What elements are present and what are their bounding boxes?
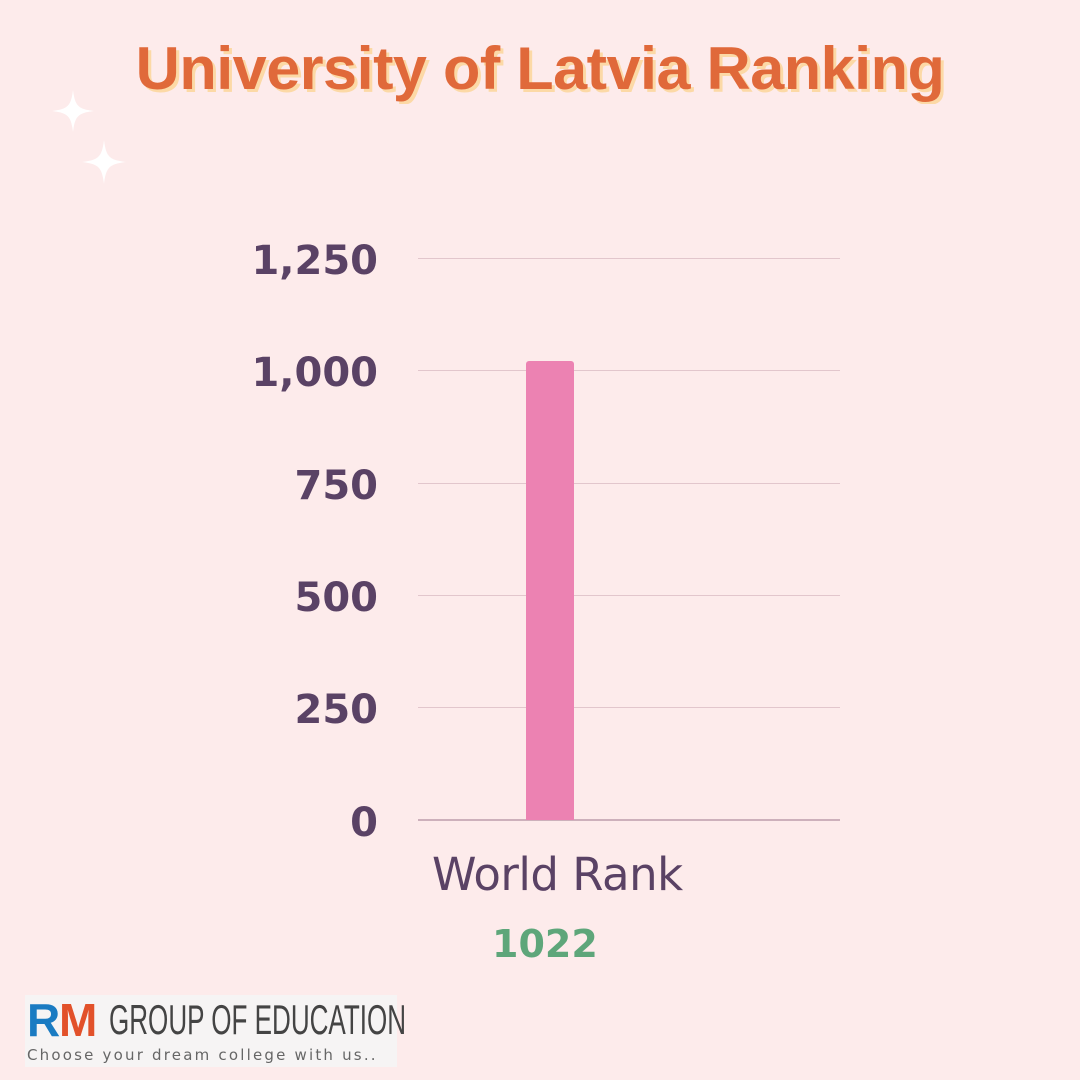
logo-letter-r: R bbox=[27, 994, 61, 1046]
y-tick-label: 250 bbox=[294, 687, 379, 733]
y-tick-label: 0 bbox=[350, 800, 378, 846]
gridline-500 bbox=[418, 595, 840, 596]
x-axis-baseline bbox=[418, 819, 840, 821]
gridline-1250 bbox=[418, 258, 840, 259]
x-category-label: World Rank bbox=[432, 848, 683, 901]
logo-letter-m: M bbox=[59, 994, 98, 1046]
page-title: University of Latvia Ranking bbox=[135, 35, 945, 102]
gridline-250 bbox=[418, 707, 840, 708]
logo-name: GROUP OF EDUCATION bbox=[109, 996, 407, 1043]
sparkle-icon bbox=[82, 140, 126, 184]
y-tick-label: 750 bbox=[294, 463, 379, 509]
value-label: 1022 bbox=[492, 922, 598, 966]
brand-logo: R M GROUP OF EDUCATION Choose your dream… bbox=[25, 994, 406, 1067]
logo-tagline: Choose your dream college with us.. bbox=[27, 1046, 378, 1064]
gridline-1000 bbox=[418, 370, 840, 371]
y-tick-label: 1,000 bbox=[251, 350, 378, 396]
sparkle-icon bbox=[52, 90, 94, 132]
y-tick-label: 500 bbox=[294, 575, 379, 621]
gridline-750 bbox=[418, 483, 840, 484]
bar-world-rank bbox=[526, 360, 574, 820]
y-tick-label: 1,250 bbox=[251, 238, 378, 284]
